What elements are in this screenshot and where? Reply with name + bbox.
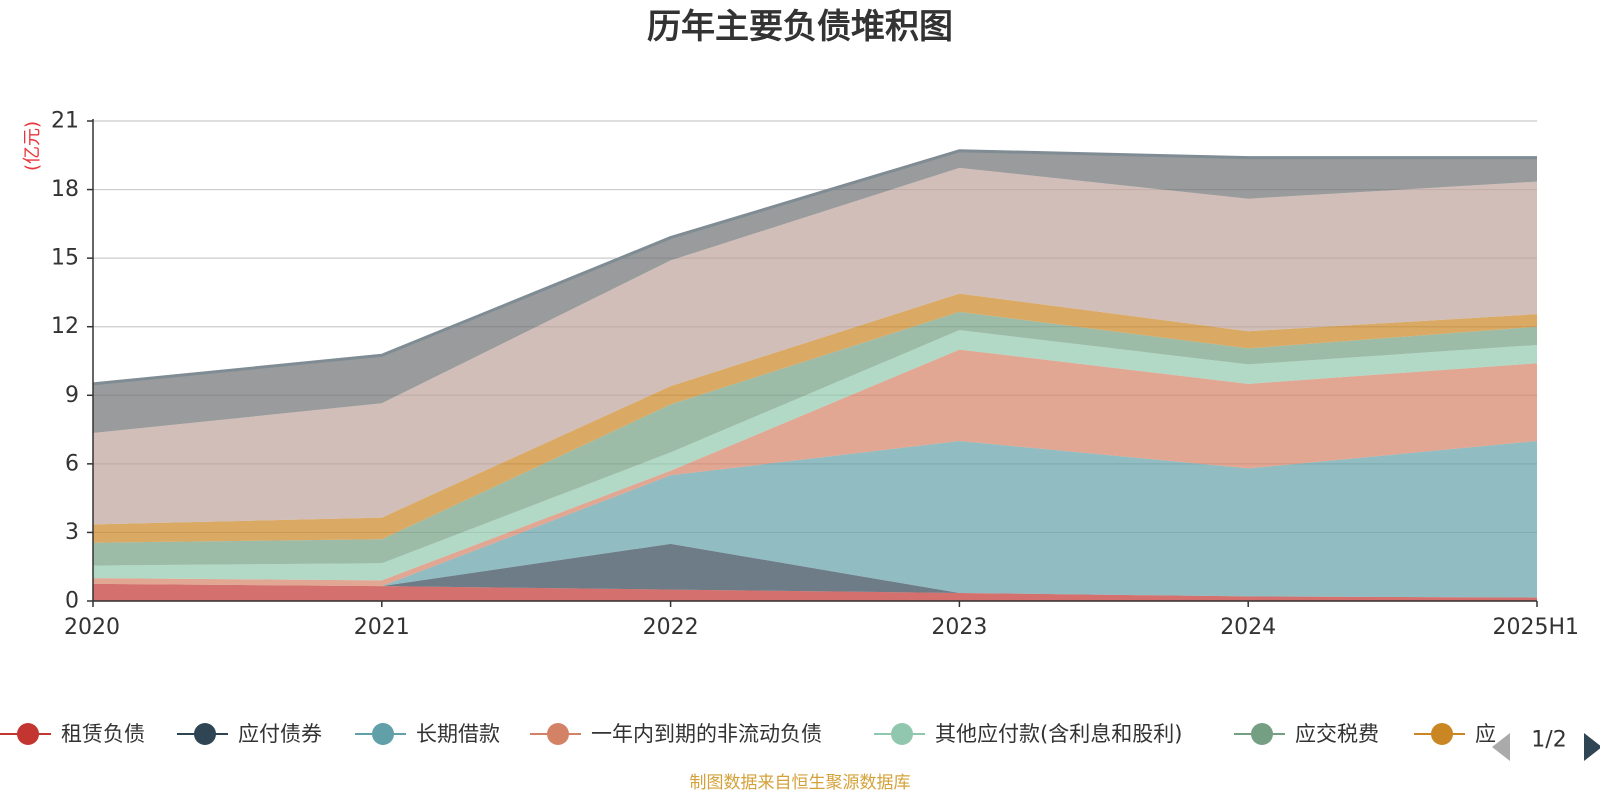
area-series-2[interactable] xyxy=(93,543,1537,598)
stacked-areas xyxy=(92,149,1537,601)
legend-item[interactable]: 应交税费 xyxy=(1234,722,1379,746)
x-tick-label: 2022 xyxy=(643,615,699,640)
x-tick-label: 2023 xyxy=(931,615,987,640)
y-tick-label: 0 xyxy=(65,589,79,614)
legend-prev-page-icon[interactable] xyxy=(1492,733,1510,761)
legend-dot-icon xyxy=(372,723,394,745)
legend-item[interactable]: 租赁负债 xyxy=(0,722,145,746)
area-series-7[interactable] xyxy=(93,293,1537,543)
legend[interactable]: 租赁负债 应付债券 长期借款 一年内到期的非流动负债 其他应付款(含利息和股利) 应交税费… xyxy=(0,722,1496,746)
legend-item[interactable]: 长期借款 xyxy=(355,722,500,746)
area-series-6[interactable] xyxy=(93,311,1537,566)
y-tick-label: 3 xyxy=(65,520,79,545)
area-series-3[interactable] xyxy=(93,441,1537,598)
legend-dot-icon xyxy=(17,723,39,745)
legend-dot-icon xyxy=(194,723,216,745)
legend-next-page-icon[interactable] xyxy=(1584,733,1600,761)
y-tick-label: 6 xyxy=(65,451,79,476)
legend-page-indicator: 1/2 xyxy=(1531,728,1566,753)
legend-item[interactable]: 应付债券 xyxy=(177,722,322,746)
total-outline xyxy=(92,149,1537,386)
legend-label: 一年内到期的非流动负债 xyxy=(591,722,822,746)
x-tick-label: 2025H1 xyxy=(1492,615,1579,640)
legend-item[interactable]: 一年内到期的非流动负债 xyxy=(530,722,822,746)
y-tick-label: 21 xyxy=(51,109,79,134)
legend-dot-icon xyxy=(891,723,913,745)
chart-title: 历年主要负债堆积图 xyxy=(647,7,953,47)
y-axis-tick-labels: 0 3 6 9 12 15 18 21 xyxy=(51,109,79,614)
data-source-note: 制图数据来自恒生聚源数据库 xyxy=(690,773,911,793)
y-tick-label: 18 xyxy=(51,177,79,202)
x-tick-label: 2020 xyxy=(64,615,120,640)
legend-label: 应付债券 xyxy=(238,722,322,746)
x-tick-label: 2024 xyxy=(1220,615,1276,640)
y-axis-unit-label: (亿元) xyxy=(22,121,43,171)
x-axis-tick-labels: 2020 2021 2022 2023 2024 2025H1 xyxy=(64,615,1579,640)
legend-dot-icon xyxy=(547,723,569,745)
legend-label: 应 xyxy=(1475,722,1496,746)
area-series-4[interactable] xyxy=(93,349,1537,587)
legend-label: 长期借款 xyxy=(416,722,500,746)
area-series-8[interactable] xyxy=(93,167,1537,525)
area-series-5[interactable] xyxy=(93,330,1537,581)
y-tick-label: 15 xyxy=(51,246,79,271)
legend-label: 租赁负债 xyxy=(61,722,145,746)
x-tick-label: 2021 xyxy=(354,615,410,640)
legend-item[interactable]: 应 xyxy=(1414,722,1496,746)
legend-label: 其他应付款(含利息和股利) xyxy=(935,722,1182,746)
area-series-1[interactable] xyxy=(93,583,1537,601)
y-tick-label: 9 xyxy=(65,383,79,408)
legend-pager[interactable]: 1/2 xyxy=(1492,728,1600,762)
y-tick-label: 12 xyxy=(51,314,79,339)
legend-label: 应交税费 xyxy=(1295,722,1379,746)
legend-item[interactable]: 其他应付款(含利息和股利) xyxy=(874,722,1182,746)
area-series-9[interactable] xyxy=(93,150,1537,433)
legend-dot-icon xyxy=(1431,723,1453,745)
legend-dot-icon xyxy=(1251,723,1273,745)
axes xyxy=(87,119,1538,607)
